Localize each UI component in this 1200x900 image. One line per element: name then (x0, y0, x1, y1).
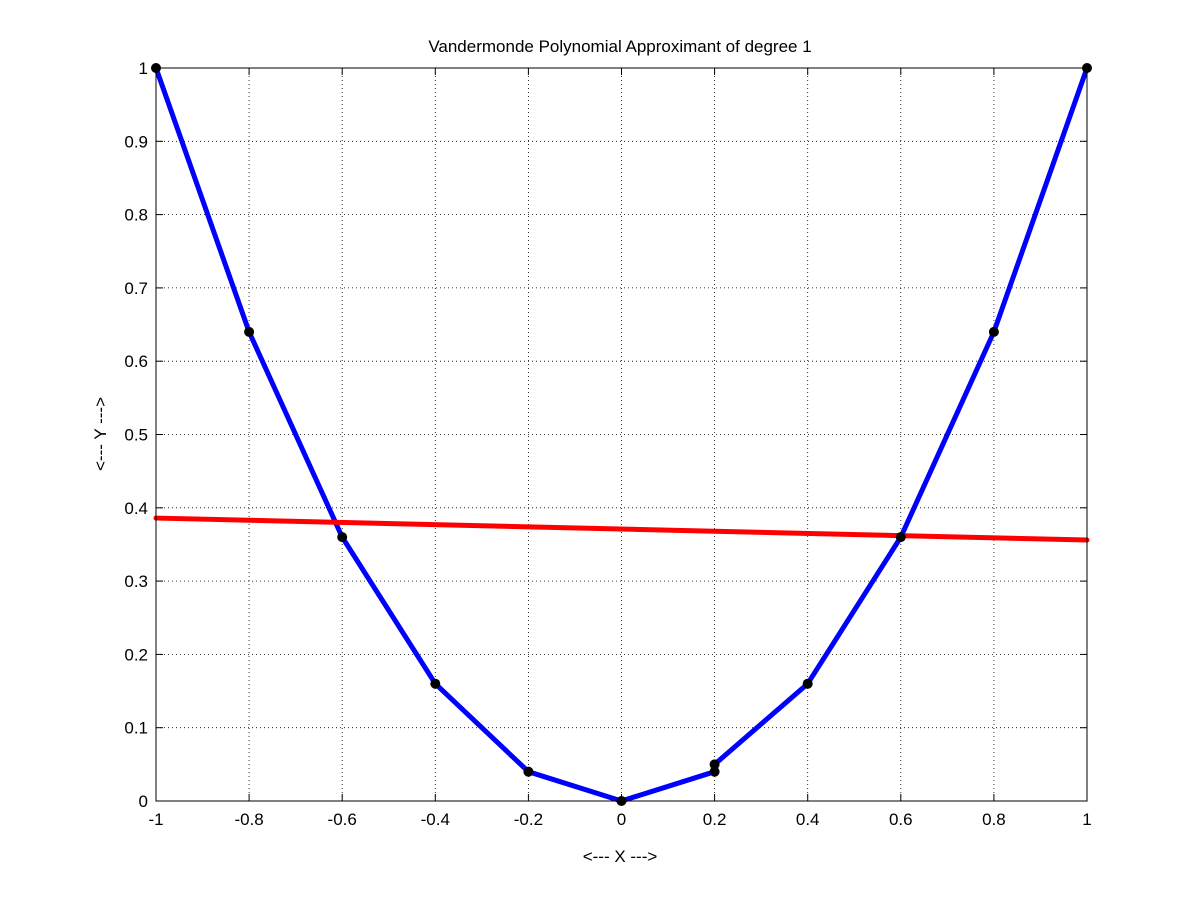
x-tick-label: -0.4 (421, 810, 450, 829)
x-tick-label: 0.6 (889, 810, 913, 829)
x-tick-label: -0.6 (328, 810, 357, 829)
y-tick-label: 0.6 (124, 352, 148, 371)
x-tick-label: 0.8 (982, 810, 1006, 829)
y-axis-label: <--- Y ---> (91, 397, 110, 471)
x-tick-label: -0.2 (514, 810, 543, 829)
x-axis-label: <--- X ---> (583, 847, 658, 866)
data-point (709, 766, 720, 777)
data-point (337, 532, 348, 543)
data-point (244, 326, 255, 337)
axis-ticks: -1 -0.8 -0.6 -0.4 -0.2 0 0.2 0.4 0.6 0.8 1 0 0.1 0.2 0… (124, 59, 1091, 829)
series-line-1 (153, 65, 1090, 804)
data-point (430, 678, 441, 689)
y-tick-label: 0 (139, 792, 148, 811)
x-tick-label: 0 (617, 810, 626, 829)
x-tick-label: 1 (1082, 810, 1091, 829)
data-point (802, 678, 813, 689)
data-point (895, 532, 906, 543)
data-point (709, 759, 720, 770)
x-tick-label: -1 (148, 810, 163, 829)
data-point (523, 766, 534, 777)
x-tick-label: 0.4 (796, 810, 820, 829)
data-point (988, 326, 999, 337)
y-tick-label: 0.3 (124, 572, 148, 591)
y-tick-label: 0.2 (124, 645, 148, 664)
plot-series (151, 63, 1092, 806)
y-tick-label: 0.7 (124, 279, 148, 298)
series-line-2 (153, 515, 1090, 543)
y-tick-label: 1 (139, 59, 148, 78)
y-tick-label: 0.4 (124, 499, 148, 518)
y-tick-label: 0.9 (124, 132, 148, 151)
x-tick-label: -0.8 (234, 810, 263, 829)
y-tick-label: 0.1 (124, 719, 148, 738)
chart-title: Vandermonde Polynomial Approximant of de… (428, 37, 811, 56)
x-tick-label: 0.2 (703, 810, 727, 829)
y-tick-label: 0.5 (124, 426, 148, 445)
y-tick-label: 0.8 (124, 206, 148, 225)
